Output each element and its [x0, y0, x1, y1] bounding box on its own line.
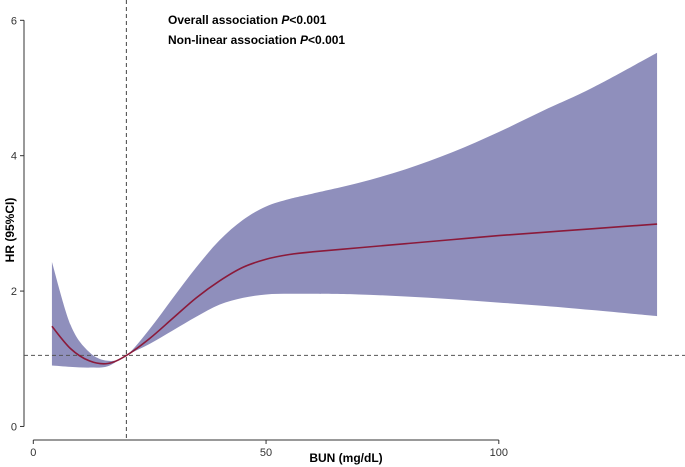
hazard-ratio-line — [51, 223, 658, 365]
y-axis-label: HR (95%CI) — [3, 198, 17, 263]
y-tick-label: 0 — [11, 421, 17, 433]
y-tick-label: 2 — [11, 286, 17, 298]
annotation-nonlinear: Non-linear association P<0.001 — [168, 33, 345, 47]
annotation-overall: Overall association P<0.001 — [168, 13, 327, 27]
x-tick-label: 0 — [30, 447, 36, 459]
ticks: 0 2 4 6 0 50 100 — [11, 15, 508, 459]
y-tick-label: 6 — [11, 15, 17, 27]
y-tick-label: 4 — [11, 151, 17, 163]
confidence-band — [51, 52, 658, 368]
x-tick-label: 100 — [490, 447, 508, 459]
x-axis-label: BUN (mg/dL) — [309, 451, 382, 465]
x-tick-label: 50 — [260, 447, 272, 459]
